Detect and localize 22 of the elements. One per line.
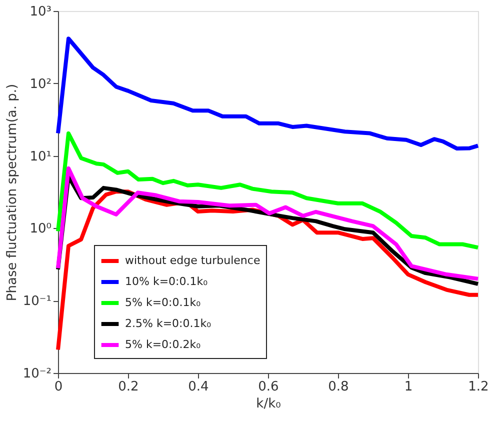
y-tick-label: 10²	[30, 76, 52, 92]
x-tick-label: 0.4	[188, 380, 209, 394]
y-axis-title: Phase fluctuation spectrum(a. p.)	[4, 84, 20, 302]
legend-label: without edge turbulence	[125, 254, 260, 267]
x-tick-label: 0.6	[258, 380, 279, 394]
y-tick-label: 10⁻²	[22, 366, 52, 382]
y-tick-label: 10⁰	[30, 222, 52, 237]
x-tick-label: 0.8	[328, 380, 349, 394]
x-axis-title: k/k₀	[256, 396, 281, 412]
legend-label: 5% k=0:0.1k₀	[125, 296, 202, 309]
x-tick-label: 1.2	[468, 380, 489, 394]
legend-label: 2.5% k=0:0.1k₀	[125, 317, 212, 330]
x-tick-label: 1	[404, 380, 413, 394]
legend-label: 5% k=0:0.2k₀	[125, 338, 202, 351]
y-tick-label: 10⁻¹	[22, 294, 52, 310]
legend-label: 10% k=0:0.1k₀	[125, 275, 208, 288]
line-series	[56, 36, 480, 151]
y-tick-label: 10³	[30, 4, 52, 20]
x-tick-label: 0.2	[118, 380, 139, 394]
line-series	[56, 131, 480, 250]
y-tick-label: 10¹	[30, 149, 52, 164]
x-tick-label: 0	[54, 380, 63, 394]
